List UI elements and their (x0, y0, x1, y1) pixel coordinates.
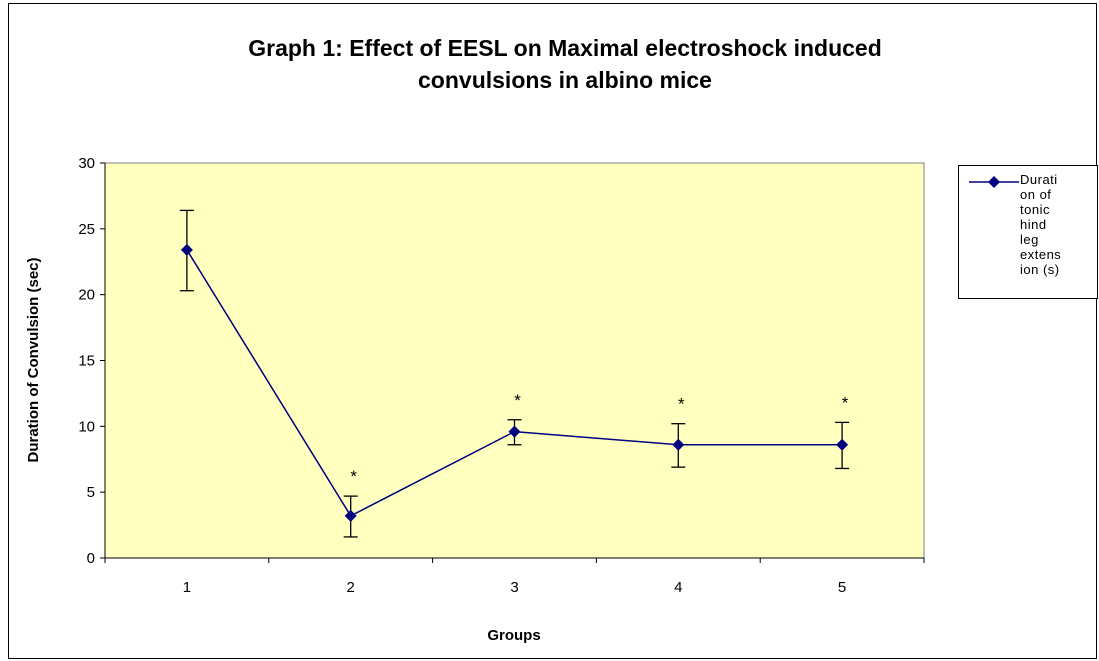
plot-area (104, 162, 925, 559)
significance-markers: * * * * (350, 391, 848, 486)
significance-star: * (514, 391, 521, 410)
data-point (344, 509, 357, 522)
data-point (508, 425, 521, 438)
significance-star: * (842, 393, 849, 412)
y-tick-labels: 0 5 10 15 20 25 30 (78, 155, 95, 567)
data-markers (180, 243, 849, 522)
significance-star: * (678, 395, 685, 414)
legend-marker (969, 176, 1019, 188)
x-tick-label: 3 (510, 579, 518, 596)
y-tick-label: 30 (78, 155, 95, 172)
axes (100, 162, 925, 563)
y-axis-title: Duration of Convulsion (sec) (25, 257, 42, 462)
data-point (836, 438, 849, 451)
legend-label: Duration of tonic hind leg extension (s) (1020, 172, 1062, 277)
y-tick-label: 10 (78, 418, 95, 435)
x-tick-label: 2 (347, 579, 355, 596)
chart-title: Graph 1: Effect of EESL on Maximal elect… (160, 32, 970, 96)
chart-title-line-1: Graph 1: Effect of EESL on Maximal elect… (248, 35, 882, 61)
legend: Duration of tonic hind leg extension (s) (958, 165, 1098, 299)
x-tick-label: 5 (838, 579, 846, 596)
significance-star: * (350, 467, 357, 486)
y-tick-label: 15 (78, 353, 95, 370)
x-tick-label: 1 (183, 579, 191, 596)
x-tick-labels: 1 2 3 4 5 (183, 579, 847, 596)
data-point (180, 243, 193, 256)
y-tick-label: 0 (87, 550, 95, 567)
x-axis-title: Groups (487, 627, 540, 644)
data-point (672, 438, 685, 451)
y-tick-label: 5 (87, 484, 95, 501)
y-tick-label: 25 (78, 221, 95, 238)
y-tick-label: 20 (78, 287, 95, 304)
chart-title-line-2: convulsions in albino mice (418, 67, 712, 93)
x-tick-label: 4 (674, 579, 682, 596)
